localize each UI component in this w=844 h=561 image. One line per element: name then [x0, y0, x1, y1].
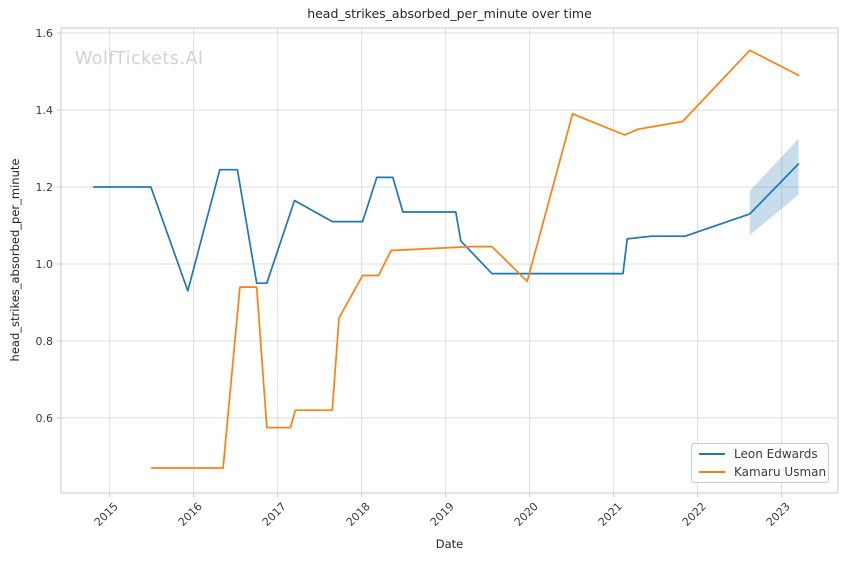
svg-text:1.0: 1.0 — [36, 258, 54, 271]
legend-item-kamaru-usman: Kamaru Usman — [699, 464, 826, 480]
svg-text:2018: 2018 — [344, 500, 373, 529]
svg-text:0.8: 0.8 — [36, 335, 54, 348]
legend-line-swatch-orange — [699, 471, 725, 473]
svg-text:1.6: 1.6 — [36, 27, 54, 40]
legend: Leon Edwards Kamaru Usman — [691, 443, 829, 483]
legend-line-swatch-blue — [699, 453, 725, 455]
svg-text:2021: 2021 — [596, 500, 625, 529]
y-axis-label: head_strikes_absorbed_per_minute — [8, 158, 22, 362]
svg-text:2022: 2022 — [680, 500, 709, 529]
svg-text:2019: 2019 — [428, 500, 457, 529]
svg-text:2016: 2016 — [176, 500, 205, 529]
legend-item-leon-edwards: Leon Edwards — [699, 446, 820, 462]
svg-text:2020: 2020 — [512, 500, 541, 529]
x-axis-label: Date — [435, 537, 464, 551]
legend-label: Leon Edwards — [734, 447, 818, 461]
svg-text:1.2: 1.2 — [36, 181, 54, 194]
svg-text:1.4: 1.4 — [36, 104, 54, 117]
svg-text:2023: 2023 — [764, 500, 793, 529]
legend-label: Kamaru Usman — [734, 465, 827, 479]
svg-text:0.6: 0.6 — [36, 412, 54, 425]
chart-title: head_strikes_absorbed_per_minute over ti… — [307, 6, 592, 21]
svg-text:2015: 2015 — [92, 500, 121, 529]
watermark-text: WolfTickets.AI — [75, 49, 204, 69]
svg-text:2017: 2017 — [260, 500, 289, 529]
